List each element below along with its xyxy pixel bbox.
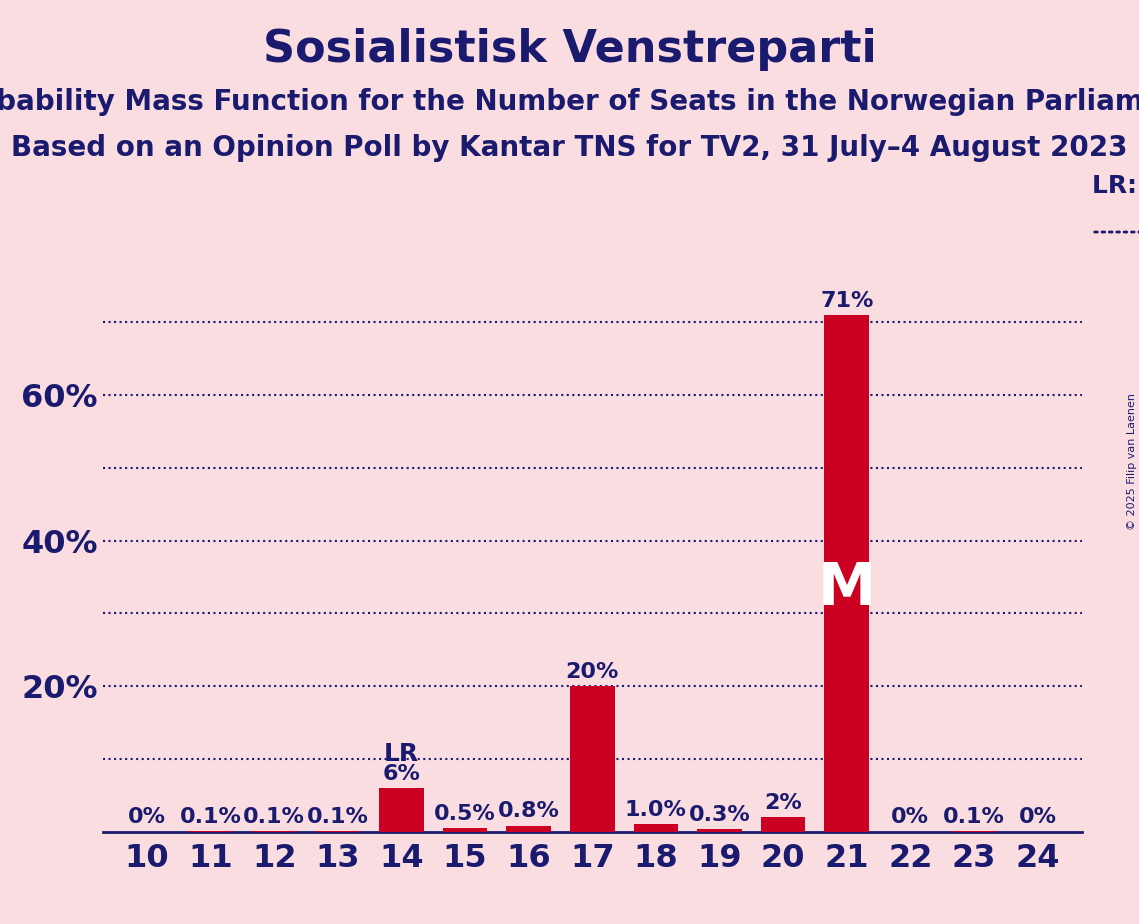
Bar [761,817,805,832]
Bar [570,686,615,832]
Text: 0%: 0% [892,808,929,827]
Bar [633,824,678,832]
Bar [379,788,424,832]
Text: Sosialistisk Venstreparti: Sosialistisk Venstreparti [263,28,876,71]
Text: 0%: 0% [1018,808,1057,827]
Text: © 2025 Filip van Laenen: © 2025 Filip van Laenen [1126,394,1137,530]
Text: 20%: 20% [566,662,618,682]
Text: 2%: 2% [764,793,802,813]
Bar [443,828,487,832]
Text: 6%: 6% [383,763,420,784]
Text: LR: LR [384,742,419,766]
Text: 0.1%: 0.1% [306,807,369,826]
Text: 0.1%: 0.1% [943,807,1005,826]
Text: Probability Mass Function for the Number of Seats in the Norwegian Parliament: Probability Mass Function for the Number… [0,88,1139,116]
Text: 0%: 0% [128,808,166,827]
Bar [825,315,869,832]
Text: 0.1%: 0.1% [244,807,305,826]
Text: 0.8%: 0.8% [498,801,559,821]
Text: 0.5%: 0.5% [434,804,495,823]
Text: Based on an Opinion Poll by Kantar TNS for TV2, 31 July–4 August 2023: Based on an Opinion Poll by Kantar TNS f… [11,134,1128,162]
Text: 71%: 71% [820,291,874,310]
Text: M: M [818,560,876,617]
Bar [507,826,551,832]
Text: 0.1%: 0.1% [180,807,241,826]
Text: LR: Last Result: LR: Last Result [1092,174,1139,198]
Text: 1.0%: 1.0% [625,800,687,820]
Text: 0.3%: 0.3% [689,805,751,825]
Bar [697,830,741,832]
